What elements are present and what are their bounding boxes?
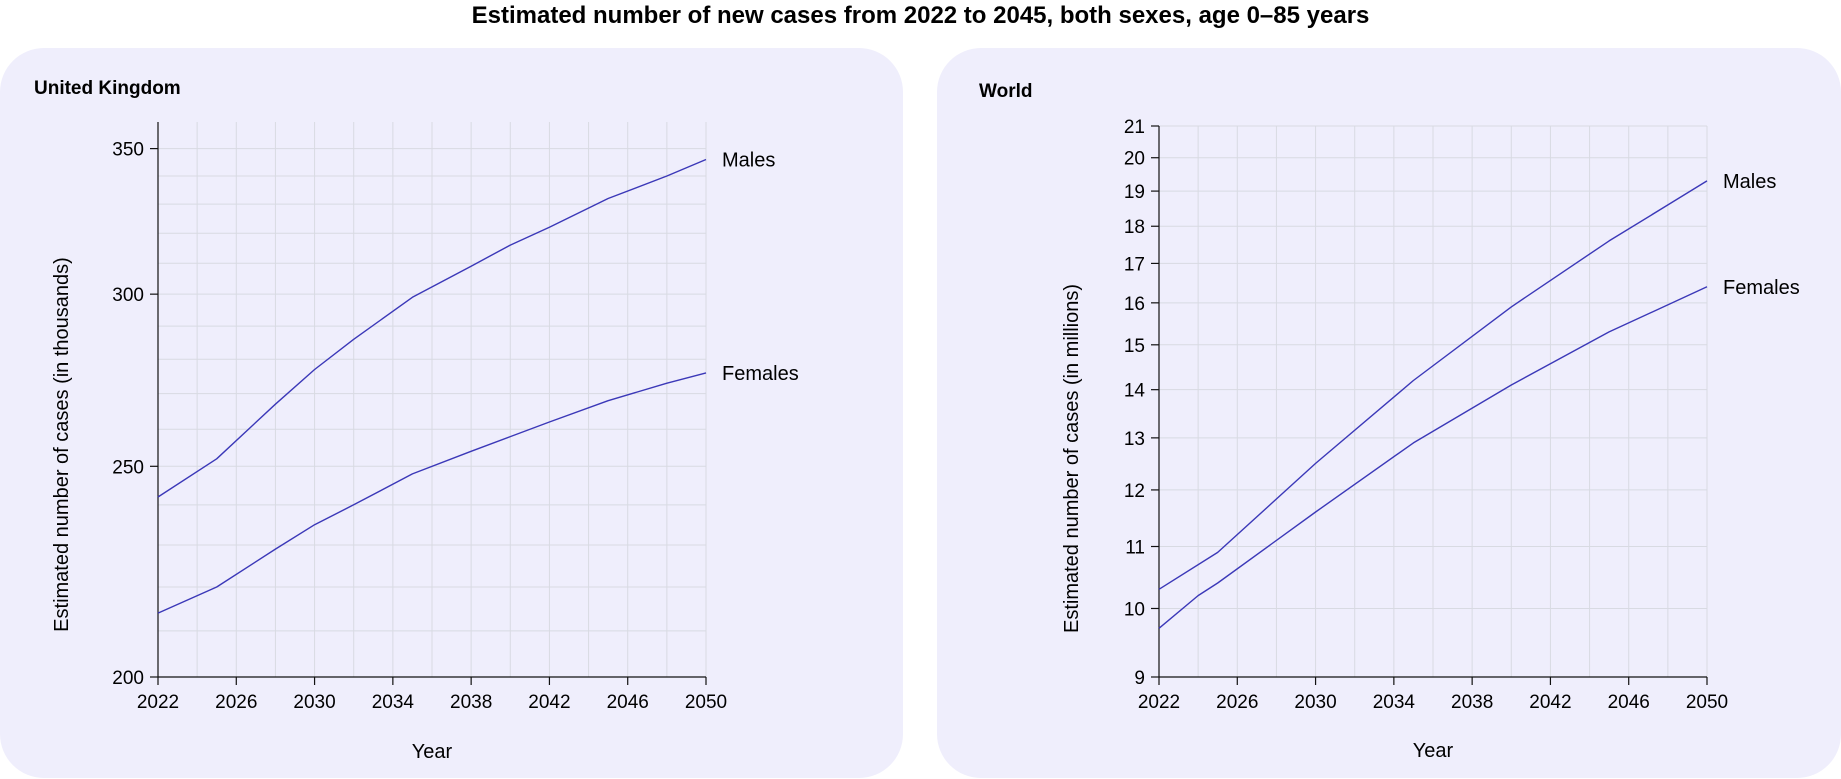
world-y-tick-label: 11 [1125,538,1145,559]
uk-x-tick-label: 2034 [372,692,415,713]
uk-grid [158,122,707,677]
world-females-line [1158,286,1708,629]
world-x-tick-label: 2030 [1294,692,1336,713]
uk-x-axis-title: Year [412,741,453,763]
world-y-tick-label: 13 [1124,429,1145,450]
chart-main-title: Estimated number of new cases from 2022 … [471,2,1370,29]
world-x-tick-label: 2046 [1608,692,1650,713]
world-line-chart: 2022 2026 2030 2034 2038 2042 2046 2050 9 10 11 12 1… [1061,117,1800,762]
world-chart-panel: World 2022 2026 2030 2034 2038 2042 2046 2050 9 1… [937,48,1841,778]
uk-x-tick-label: 2042 [528,692,570,713]
uk-x-tick-label: 2030 [293,692,335,713]
world-y-tick-label: 18 [1124,217,1145,238]
world-x-tick-label: 2034 [1373,692,1416,713]
uk-y-tick-label: 300 [112,285,144,306]
uk-x-tick-label: 2022 [137,692,179,713]
world-y-tick-label: 12 [1124,481,1145,502]
uk-y-tick-label: 200 [112,668,144,689]
uk-chart-panel: United Kingdom 2022 2026 2030 2034 2038 2042 2… [0,48,903,778]
world-x-tick-label: 2042 [1529,692,1571,713]
world-y-tick-label: 16 [1124,294,1145,315]
world-x-tick-label: 2050 [1686,692,1728,713]
uk-x-tick-label: 2046 [607,692,649,713]
world-panel-title: World [979,81,1033,102]
world-x-tick-label: 2026 [1216,692,1258,713]
uk-females-label: Females [722,363,799,385]
world-y-tick-label: 19 [1124,182,1145,203]
uk-females-line [157,372,707,614]
world-y-tick-label: 21 [1124,117,1145,138]
world-males-line [1158,180,1708,590]
world-y-tick-label: 17 [1124,254,1145,275]
world-x-tick-label: 2038 [1451,692,1493,713]
world-y-tick-label: 15 [1124,336,1145,357]
world-x-tick-label: 2022 [1138,692,1180,713]
world-x-axis-title: Year [1413,740,1454,762]
uk-males-label: Males [722,149,775,171]
uk-males-line [157,158,707,498]
world-y-tick-label: 20 [1124,149,1145,170]
uk-y-tick-label: 250 [112,457,144,478]
world-y-tick-label: 9 [1134,668,1145,689]
uk-line-chart: 2022 2026 2030 2034 2038 2042 2046 2050 200 250 30… [51,122,799,763]
world-females-label: Females [1723,277,1800,299]
world-y-tick-label: 10 [1124,599,1145,620]
uk-x-tick-label: 2050 [685,692,727,713]
uk-y-tick-label: 350 [112,140,144,161]
world-males-label: Males [1723,171,1776,193]
world-y-tick-label: 14 [1124,381,1146,402]
world-y-axis-title: Estimated number of cases (in millions) [1061,284,1083,633]
uk-x-tick-label: 2026 [215,692,257,713]
world-grid [1159,125,1708,677]
uk-panel-title: United Kingdom [34,78,181,99]
uk-y-axis-title: Estimated number of cases (in thousands) [51,257,73,632]
uk-x-tick-label: 2038 [450,692,492,713]
